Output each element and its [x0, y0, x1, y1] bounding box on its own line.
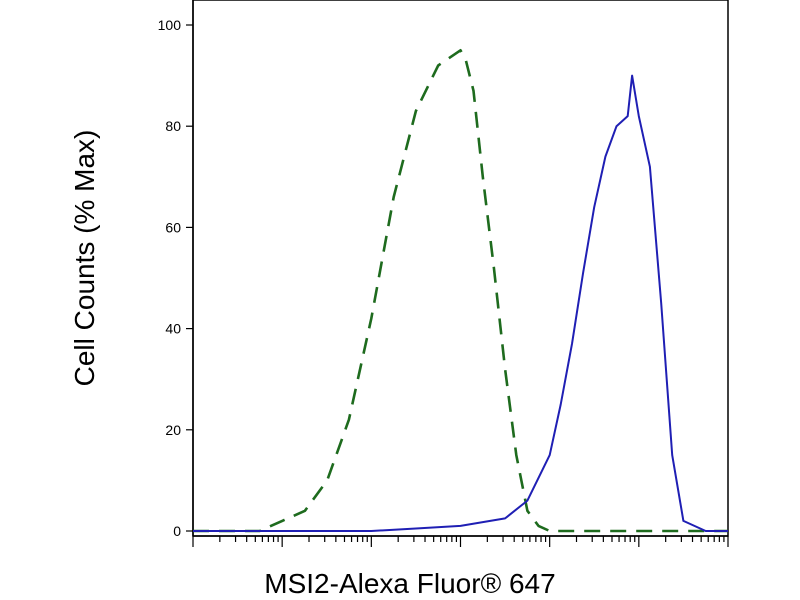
y-tick-label: 100 — [158, 17, 182, 33]
plot-frame — [192, 0, 729, 537]
y-tick-label: 20 — [165, 422, 181, 438]
x-axis-title: MSI2-Alexa Fluor® 647 — [264, 568, 555, 599]
y-axis-title: Cell Counts (% Max) — [69, 130, 100, 387]
y-tick-label: 0 — [173, 523, 181, 539]
x-axis — [192, 536, 729, 547]
y-tick-label: 80 — [165, 118, 181, 134]
y-axis: 0 20 40 60 80 100 — [158, 17, 193, 539]
series-layer — [193, 48, 728, 533]
series-solid-line — [193, 74, 728, 532]
series-dashed-line — [193, 48, 728, 533]
y-tick-label: 60 — [165, 219, 181, 235]
y-tick-label: 40 — [165, 321, 181, 337]
